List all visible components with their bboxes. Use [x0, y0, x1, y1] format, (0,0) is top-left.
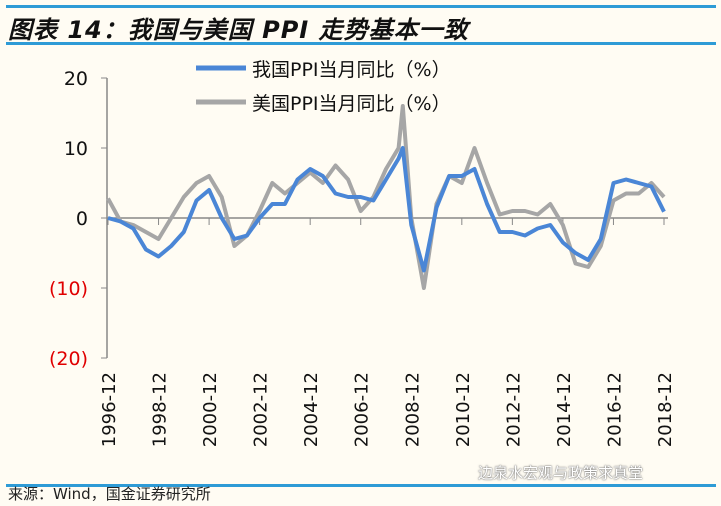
x-tick-label: 2000-12	[200, 372, 221, 447]
x-tick-label: 2002-12	[251, 372, 272, 447]
chart-title: 图表 14：我国与美国 PPI 走势基本一致	[8, 16, 469, 44]
top-rule	[6, 5, 716, 8]
y-tick-label: (10)	[49, 278, 88, 300]
chart: 20 10 0 (10) (20) 1996-12 1998-12 2000-12 2002-1…	[49, 59, 676, 447]
y-tick-label: (20)	[49, 348, 88, 370]
x-tick-label: 2010-12	[453, 372, 474, 447]
x-tick-label: 2014-12	[554, 372, 575, 447]
legend-label-us: 美国PPI当月同比（%）	[252, 93, 451, 115]
bottom-rule	[6, 484, 716, 487]
x-tick-label: 2008-12	[402, 372, 423, 447]
x-tick-label: 2006-12	[352, 372, 373, 447]
watermark: 边泉水宏观与政策求真堂	[478, 464, 644, 482]
x-tick-label: 2016-12	[604, 372, 625, 447]
x-tick-label: 1998-12	[150, 372, 171, 447]
legend-label-china: 我国PPI当月同比（%）	[252, 59, 451, 81]
x-tick-label: 1996-12	[99, 372, 120, 447]
series-line-china	[107, 146, 666, 273]
x-tick-label: 2018-12	[655, 372, 676, 447]
y-tick-label: 20	[64, 68, 88, 90]
y-tick-label: 10	[64, 138, 88, 160]
y-tick-label: 0	[76, 208, 88, 230]
title-rule	[6, 42, 716, 45]
legend: 我国PPI当月同比（%） 美国PPI当月同比（%）	[196, 59, 451, 115]
x-tick-label: 2004-12	[301, 372, 322, 447]
series-line-us	[106, 104, 666, 290]
x-tick-label: 2012-12	[503, 372, 524, 447]
source-note: 来源：Wind，国金证券研究所	[8, 485, 211, 503]
